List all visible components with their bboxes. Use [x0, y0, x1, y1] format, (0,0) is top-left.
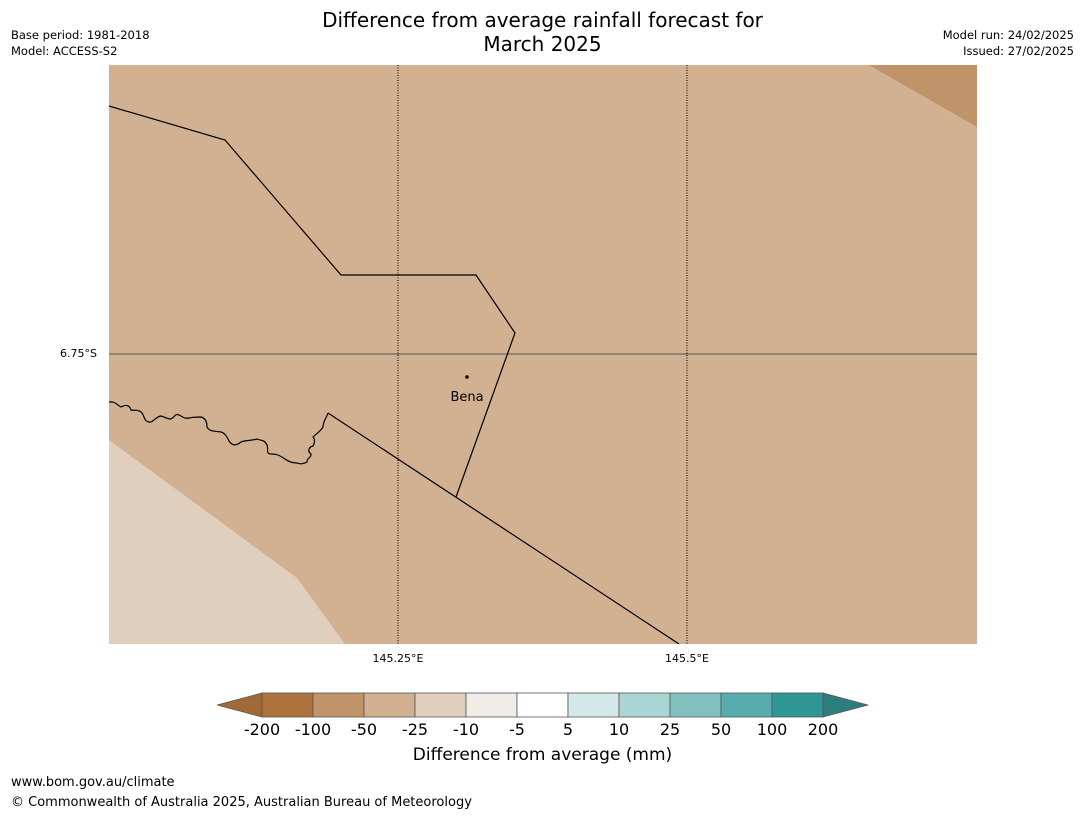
model-run-text: Model run: 24/02/2025	[942, 28, 1074, 42]
colorbar-swatch	[618, 692, 671, 718]
colorbar	[217, 692, 869, 718]
model-text: Model: ACCESS-S2	[11, 44, 118, 58]
colorbar-tick: -100	[294, 720, 332, 739]
lon-label-145-25: 145.25°E	[372, 652, 424, 665]
colorbar-swatch	[720, 692, 773, 718]
colorbar-tick: 10	[608, 720, 630, 739]
colorbar-swatch	[363, 692, 416, 718]
bena-marker[interactable]	[465, 375, 469, 379]
colorbar-tick: -10	[452, 720, 480, 739]
bena-label: Bena	[450, 390, 483, 405]
colorbar-tick: 25	[659, 720, 681, 739]
province-boundary-south	[327, 412, 680, 644]
chart-title: Difference from average rainfall forecas…	[300, 8, 785, 56]
colorbar-swatch	[822, 692, 869, 718]
map-region-minus50	[869, 65, 977, 127]
colorbar-ticks: -200 -100 -50 -25 -10 -5 5 10 25 50 100 …	[0, 720, 1085, 740]
lon-label-145-5: 145.5°E	[665, 652, 709, 665]
colorbar-tick: 50	[710, 720, 732, 739]
title-line-2: March 2025	[483, 32, 602, 56]
title-line-1: Difference from average rainfall forecas…	[322, 8, 763, 32]
colorbar-tick: -50	[350, 720, 378, 739]
colorbar-tick: -200	[243, 720, 281, 739]
colorbar-swatch	[567, 692, 620, 718]
colorbar-tick: 100	[756, 720, 788, 739]
colorbar-swatch	[669, 692, 722, 718]
map-region-minus10	[109, 440, 345, 644]
issued-text: Issued: 27/02/2025	[963, 44, 1074, 58]
colorbar-swatch	[217, 692, 263, 718]
colorbar-tick: -5	[509, 720, 525, 739]
colorbar-swatch	[261, 692, 314, 718]
colorbar-label: Difference from average (mm)	[412, 745, 673, 765]
colorbar-swatch	[312, 692, 365, 718]
meta-left: Base period: 1981-2018 Model: ACCESS-S2	[11, 27, 150, 59]
base-period-text: Base period: 1981-2018	[11, 28, 150, 42]
footer-copyright: © Commonwealth of Australia 2025, Austra…	[11, 795, 472, 810]
colorbar-tick: 5	[562, 720, 574, 739]
colorbar-tick: 200	[807, 720, 839, 739]
footer-url[interactable]: www.bom.gov.au/climate	[11, 775, 175, 790]
colorbar-swatch	[771, 692, 824, 718]
colorbar-swatch	[414, 692, 467, 718]
colorbar-swatch	[516, 692, 569, 718]
province-boundary-north	[109, 105, 516, 498]
colorbar-tick: -25	[401, 720, 429, 739]
map-canvas: Bena	[109, 65, 977, 644]
rainfall-map[interactable]: Bena	[109, 65, 977, 644]
meta-right: Model run: 24/02/2025 Issued: 27/02/2025	[943, 27, 1074, 59]
coastline	[109, 401, 329, 465]
lat-label: 6.75°S	[60, 347, 97, 360]
colorbar-swatch	[465, 692, 518, 718]
